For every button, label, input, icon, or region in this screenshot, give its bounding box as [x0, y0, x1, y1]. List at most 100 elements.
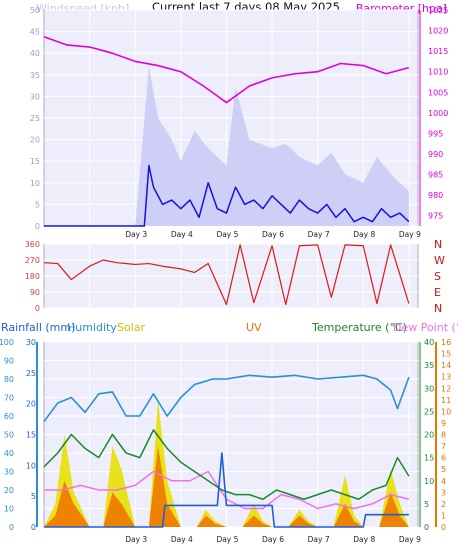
windspeed-y-tick-label: 30: [30, 92, 40, 101]
humidity-y-tick-label: 80: [4, 375, 14, 384]
windspeed-y-tick-label: 40: [30, 49, 40, 58]
temperature-y-tick-label: 20: [424, 431, 434, 440]
winddir-line: [43, 244, 410, 306]
barometer-y-tick-label: 1025: [428, 6, 448, 15]
windspeed-y-tick-label: 25: [30, 114, 40, 123]
uv-y-tick-label: 14: [441, 361, 451, 370]
gust-area: [44, 66, 409, 226]
uv-y-tick-label: 0: [441, 523, 446, 532]
rainfall-y-tick-label: 5: [31, 492, 36, 501]
legend-uv: UV: [246, 321, 262, 334]
chart3-x-tick-label: Day 5: [216, 535, 238, 544]
chart1-x-tick-label: Day 9: [399, 230, 421, 239]
legend-solar: Solar: [117, 321, 146, 334]
rainfall-y-tick-label: 25: [26, 369, 36, 378]
compass-label: N: [434, 238, 442, 251]
chart3-x-tick-label: Day 7: [308, 535, 330, 544]
windspeed-line: [44, 164, 410, 227]
windspeed-y-tick-label: 5: [35, 200, 40, 209]
rainfall-line: [44, 452, 409, 528]
temperature-y-tick-label: 10: [424, 477, 434, 486]
chart1-x-tick-label: Day 7: [308, 230, 330, 239]
rainfall-y-tick-label: 10: [26, 461, 36, 470]
compass-label: S: [434, 270, 441, 283]
windspeed-y-tick-label: 50: [30, 6, 40, 15]
barometer-line: [43, 35, 410, 104]
humidity-y-tick-label: 60: [4, 412, 14, 421]
chart3-x-tick-label: Day 9: [399, 535, 421, 544]
uv-y-tick-label: 10: [441, 407, 451, 416]
uv-y-tick-label: 4: [441, 477, 446, 486]
rainfall-y-tick-label: 0: [31, 523, 36, 532]
humidity-y-tick-label: 100: [0, 338, 14, 347]
uv-y-tick-label: 12: [441, 384, 451, 393]
winddir-y-tick-label: 360: [25, 240, 40, 249]
rainfall-y-tick-label: 15: [26, 431, 36, 440]
chart3-x-tick-label: Day 4: [171, 535, 193, 544]
legend-rainfall: Rainfall (mm): [1, 321, 75, 334]
uv-area: [44, 446, 409, 527]
humidity-y-tick-label: 90: [4, 357, 14, 366]
uv-y-tick-label: 16: [441, 338, 451, 347]
chart3-x-tick-label: Day 8: [353, 535, 375, 544]
temperature-y-tick-label: 40: [424, 338, 434, 347]
rainfall-y-tick-label: 20: [26, 400, 36, 409]
compass-label: N: [434, 302, 442, 315]
compass-label: W: [434, 254, 445, 267]
chart1-x-tick-label: Day 6: [262, 230, 284, 239]
barometer-y-tick-label: 1005: [428, 88, 448, 97]
barometer-y-tick-label: 1020: [428, 27, 448, 36]
uv-y-tick-label: 5: [441, 465, 446, 474]
uv-y-tick-label: 13: [441, 373, 451, 382]
barometer-y-tick-label: 995: [428, 129, 443, 138]
chart3-x-tick-label: Day 3: [125, 535, 147, 544]
uv-y-tick-label: 9: [441, 419, 446, 428]
temperature-line: [43, 429, 410, 500]
uv-y-tick-label: 7: [441, 442, 446, 451]
winddir-y-tick-label: 90: [30, 288, 40, 297]
temperature-y-tick-label: 15: [424, 454, 434, 463]
humidity-y-tick-label: 20: [4, 486, 14, 495]
windspeed-y-tick-label: 10: [30, 179, 40, 188]
chart1-x-tick-label: Day 3: [125, 230, 147, 239]
winddir-y-tick-label: 180: [25, 272, 40, 281]
rainfall-y-tick-label: 30: [26, 338, 36, 347]
uv-y-tick-label: 2: [441, 500, 446, 509]
uv-y-tick-label: 8: [441, 431, 446, 440]
humidity-y-tick-label: 50: [4, 431, 14, 440]
winddir-y-tick-label: 270: [25, 256, 40, 265]
humidity-line: [43, 374, 410, 423]
barometer-y-tick-label: 985: [428, 171, 443, 180]
uv-y-tick-label: 6: [441, 454, 446, 463]
chart1-x-tick-label: Day 4: [171, 230, 193, 239]
legend-humidity: Humidity: [67, 321, 117, 334]
temperature-y-tick-label: 35: [424, 361, 434, 370]
uv-y-tick-label: 15: [441, 350, 451, 359]
barometer-y-tick-label: 1000: [428, 109, 448, 118]
uv-y-tick-label: 1: [441, 511, 446, 520]
barometer-y-tick-label: 1015: [428, 47, 448, 56]
temperature-y-tick-label: 30: [424, 384, 434, 393]
humidity-y-tick-label: 70: [4, 394, 14, 403]
legend-dewpoint: Dew Point (°C): [393, 321, 458, 334]
temperature-y-tick-label: 0: [424, 523, 429, 532]
chart3-x-tick-label: Day 6: [262, 535, 284, 544]
winddir-y-tick-label: 0: [35, 304, 40, 313]
windspeed-y-tick-label: 15: [30, 157, 40, 166]
barometer-y-tick-label: 975: [428, 212, 443, 221]
windspeed-y-tick-label: 20: [30, 136, 40, 145]
windspeed-y-tick-label: 0: [35, 222, 40, 231]
humidity-y-tick-label: 0: [9, 523, 14, 532]
windspeed-y-tick-label: 35: [30, 71, 40, 80]
barometer-y-tick-label: 990: [428, 150, 443, 159]
chart1-x-tick-label: Day 5: [216, 230, 238, 239]
uv-y-tick-label: 3: [441, 488, 446, 497]
temperature-y-tick-label: 25: [424, 407, 434, 416]
temperature-y-tick-label: 5: [424, 500, 429, 509]
legend-temperature: Temperature (°C): [311, 321, 407, 334]
compass-label: E: [434, 286, 441, 299]
uv-y-tick-label: 11: [441, 396, 451, 405]
barometer-y-tick-label: 980: [428, 191, 443, 200]
